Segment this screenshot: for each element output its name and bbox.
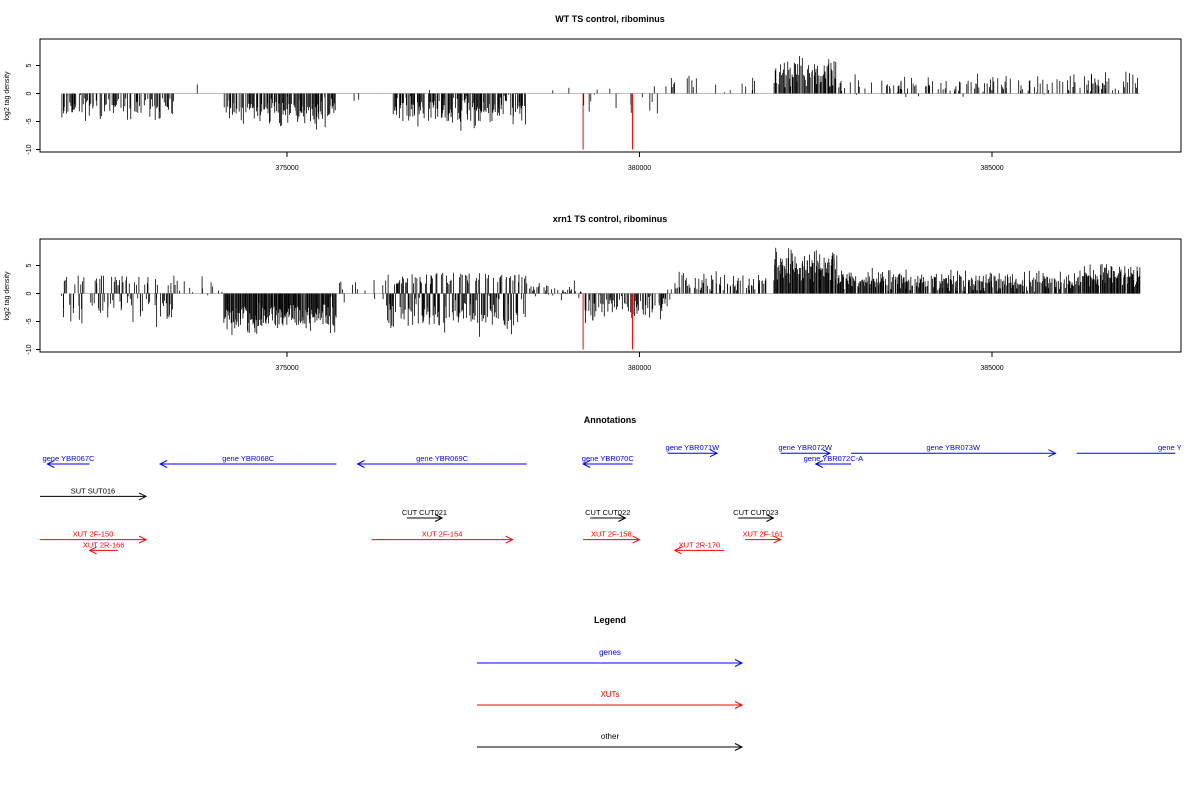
- annotation-label: gene YBR072W: [778, 443, 833, 452]
- annotation-label: gene YBR073W: [926, 443, 981, 452]
- legend-title: Legend: [594, 615, 626, 625]
- legend-label: genes: [599, 648, 621, 657]
- annotation-arrow-head: [814, 460, 823, 468]
- annotations-track: Annotations gene YBR067C gene YBR068C gene…: [40, 415, 1182, 555]
- wt-plot-frame: [39, 38, 1182, 153]
- annotation-arrow-head: [632, 535, 641, 544]
- y-tick-label: -10: [26, 144, 33, 154]
- annotation-feature: gene YBR068C: [158, 454, 337, 468]
- annotation-arrow-head: [1048, 449, 1057, 458]
- wt-panel: WT TS control, ribominus -10-505 375000 3…: [4, 14, 1182, 172]
- y-tick-label: 5: [26, 63, 33, 67]
- annotation-arrow-head: [581, 460, 591, 468]
- annotation-label: gene YBR069C: [416, 454, 469, 463]
- annotation-feature: gene YBR071W: [666, 443, 721, 458]
- x-tick-label: 380000: [628, 365, 651, 372]
- annotation-feature: gene YBR072C-A: [804, 454, 863, 468]
- annotation-feature: gene Y: [1076, 443, 1182, 454]
- annotation-label: gene Y: [1158, 443, 1182, 452]
- annotation-arrow-head: [505, 535, 514, 544]
- y-tick-label: 0: [26, 291, 33, 295]
- annotation-feature: CUT CUT023: [733, 508, 778, 522]
- annotation-label: gene YBR067C: [42, 454, 95, 463]
- annotation-label: XUT 2F-150: [73, 530, 114, 539]
- annotation-feature: gene YBR073W: [851, 443, 1057, 458]
- xrn1-bars: [61, 247, 1141, 350]
- wt-y-axis: -10 -5 0 5: [26, 63, 41, 155]
- y-tick-label: 0: [26, 91, 33, 95]
- annotation-label: gene YBR070C: [582, 454, 635, 463]
- annotation-feature: gene YBR070C: [581, 454, 635, 468]
- annotation-label: CUT CUT021: [402, 508, 447, 517]
- x-tick-label: 375000: [275, 165, 298, 172]
- annotation-label: XUT 2F-154: [422, 530, 463, 539]
- wt-bars: [61, 56, 1138, 150]
- annotation-arrow-head: [356, 460, 365, 468]
- annotation-feature: XUT 2F-154: [371, 530, 514, 544]
- legend-item: XUTs: [477, 690, 744, 709]
- xrn1-panel-title: xrn1 TS control, ribominus: [553, 214, 668, 224]
- annotation-arrow-head: [88, 546, 97, 555]
- annotation-feature: gene YBR069C: [356, 454, 527, 468]
- legend-item: genes: [477, 648, 744, 667]
- wt-y-label: log2 tag density: [4, 71, 11, 121]
- x-tick-label: 385000: [980, 165, 1003, 172]
- wt-x-axis: 375000 380000 385000: [275, 151, 1004, 172]
- annotation-arrow-head: [618, 514, 627, 522]
- annotation-arrow-head: [158, 460, 168, 468]
- annotation-label: SUT SUT016: [71, 486, 115, 495]
- y-tick-label: -5: [26, 118, 33, 124]
- annotation-label: CUT CUT023: [733, 508, 778, 517]
- x-tick-label: 375000: [275, 365, 298, 372]
- annotation-feature: CUT CUT022: [585, 508, 630, 522]
- annotation-feature: XUT 2F-161: [743, 530, 784, 544]
- y-tick-label: -10: [26, 344, 33, 354]
- legend: Legend genes XUTs other: [477, 615, 744, 751]
- annotation-arrow-head: [434, 514, 444, 522]
- x-tick-label: 385000: [980, 365, 1003, 372]
- legend-label: XUTs: [600, 690, 619, 699]
- xrn1-panel: xrn1 TS control, ribominus -10 -5 0 5 37500…: [4, 214, 1182, 372]
- annotation-feature: XUT 2F-150: [40, 530, 148, 544]
- annotation-arrow-head: [734, 743, 744, 751]
- xrn1-y-axis: -10 -5 0 5: [26, 263, 41, 355]
- y-tick-label: 5: [26, 263, 33, 267]
- annotation-label: gene YBR071W: [666, 443, 721, 452]
- annotation-arrow-head: [709, 449, 719, 458]
- annotation-label: XUT 2R-170: [679, 540, 721, 549]
- annotation-feature: XUT 2R-170: [673, 540, 725, 555]
- legend-label: other: [601, 732, 620, 741]
- annotation-arrow-head: [46, 460, 55, 468]
- legend-item: other: [477, 732, 744, 751]
- annotation-arrow-head: [773, 535, 782, 544]
- annotation-feature: gene YBR072W: [778, 443, 833, 458]
- annotation-arrow-head: [734, 701, 744, 709]
- annotation-label: gene YBR068C: [222, 454, 275, 463]
- annotation-feature: gene YBR067C: [42, 454, 95, 468]
- xrn1-y-label: log2 tag density: [4, 271, 11, 321]
- annotation-label: XUT 2F-161: [743, 530, 784, 539]
- annotation-label: XUT 2R-166: [83, 540, 125, 549]
- annotation-arrow-head: [822, 449, 831, 458]
- annotation-feature: SUT SUT016: [40, 486, 148, 501]
- annotation-label: gene YBR072C-A: [804, 454, 863, 463]
- annotation-arrow-head: [766, 514, 775, 522]
- annotation-feature: XUT 2F-158: [583, 530, 641, 544]
- y-tick-label: -5: [26, 318, 33, 324]
- xrn1-x-axis: 375000 380000 385000: [275, 351, 1004, 372]
- annotation-arrow-head: [734, 659, 744, 667]
- annotation-arrow-head: [138, 535, 148, 544]
- x-tick-label: 380000: [628, 165, 651, 172]
- annotation-arrow-head: [673, 546, 682, 555]
- annotation-feature: XUT 2R-166: [83, 540, 125, 555]
- annotation-feature: CUT CUT021: [402, 508, 447, 522]
- annotation-label: XUT 2F-158: [591, 530, 632, 539]
- annotations-title: Annotations: [584, 415, 637, 425]
- annotation-arrow-head: [138, 492, 148, 501]
- wt-panel-title: WT TS control, ribominus: [555, 14, 665, 24]
- annotation-label: CUT CUT022: [585, 508, 630, 517]
